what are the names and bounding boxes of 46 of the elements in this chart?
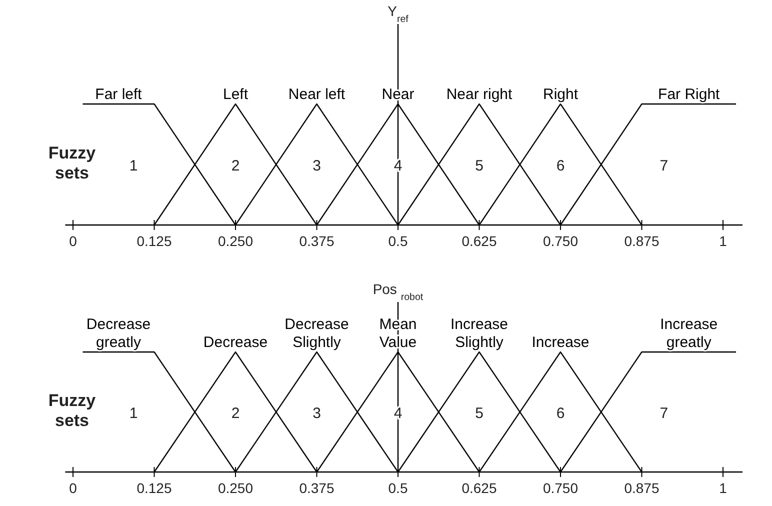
series-label: Near left xyxy=(288,86,346,103)
annotation: Fuzzy sets xyxy=(48,391,96,430)
series-label: Decrease xyxy=(203,334,268,351)
annotation: 7 xyxy=(660,157,668,174)
annotation: 1 xyxy=(129,157,138,174)
x-tick-label: 0.625 xyxy=(462,233,497,249)
annotation: 5 xyxy=(475,404,484,422)
annotation: 1 xyxy=(129,404,138,422)
x-tick-label: 0.5 xyxy=(388,480,408,496)
x-tick-label: 0.375 xyxy=(299,480,334,496)
x-tick-label: 0 xyxy=(69,480,78,496)
series-label: Left xyxy=(222,86,249,103)
series-label: Increase greatly xyxy=(660,316,718,351)
annotation: 6 xyxy=(556,404,565,422)
annotation: 7 xyxy=(660,404,668,422)
series-label: Increase Slightly xyxy=(450,316,508,351)
annotation: 6 xyxy=(556,157,565,174)
series-label: Far Right xyxy=(658,86,721,103)
series-label: Far left xyxy=(95,86,143,103)
x-tick-label: 0.875 xyxy=(624,480,660,496)
x-tick-label: 0.5 xyxy=(388,233,408,249)
series-label: Right xyxy=(542,86,579,103)
series-label: Near right xyxy=(446,86,514,103)
annotation: 2 xyxy=(231,157,240,174)
x-tick-label: 0.750 xyxy=(542,480,578,496)
series-label: Decrease Slightly xyxy=(284,316,349,351)
series-label: Decrease greatly xyxy=(86,316,151,351)
x-tick-label: 0.750 xyxy=(542,233,578,249)
x-tick-label: 1 xyxy=(719,233,728,249)
x-tick-label: 1 xyxy=(719,480,728,496)
series-label: Increase xyxy=(532,334,590,351)
x-tick-label: 0 xyxy=(69,233,78,249)
annotation: 5 xyxy=(475,157,484,174)
annotation: 3 xyxy=(312,404,321,422)
x-tick-label: 0.250 xyxy=(218,480,254,496)
x-tick-label: 0.250 xyxy=(218,233,254,249)
x-tick-label: 0.625 xyxy=(462,480,497,496)
x-tick-label: 0.125 xyxy=(136,480,172,496)
x-tick-label: 0.375 xyxy=(299,233,334,249)
x-tick-label: 0.125 xyxy=(136,233,172,249)
annotation: Fuzzy sets xyxy=(48,144,96,182)
ref-line-label: Pos $_{robot}$ xyxy=(372,281,424,302)
ref-line-label: Y$_{ref}$ xyxy=(388,3,409,24)
annotation: 2 xyxy=(231,404,240,422)
annotation: 3 xyxy=(312,157,321,174)
x-tick-label: 0.875 xyxy=(624,233,660,249)
